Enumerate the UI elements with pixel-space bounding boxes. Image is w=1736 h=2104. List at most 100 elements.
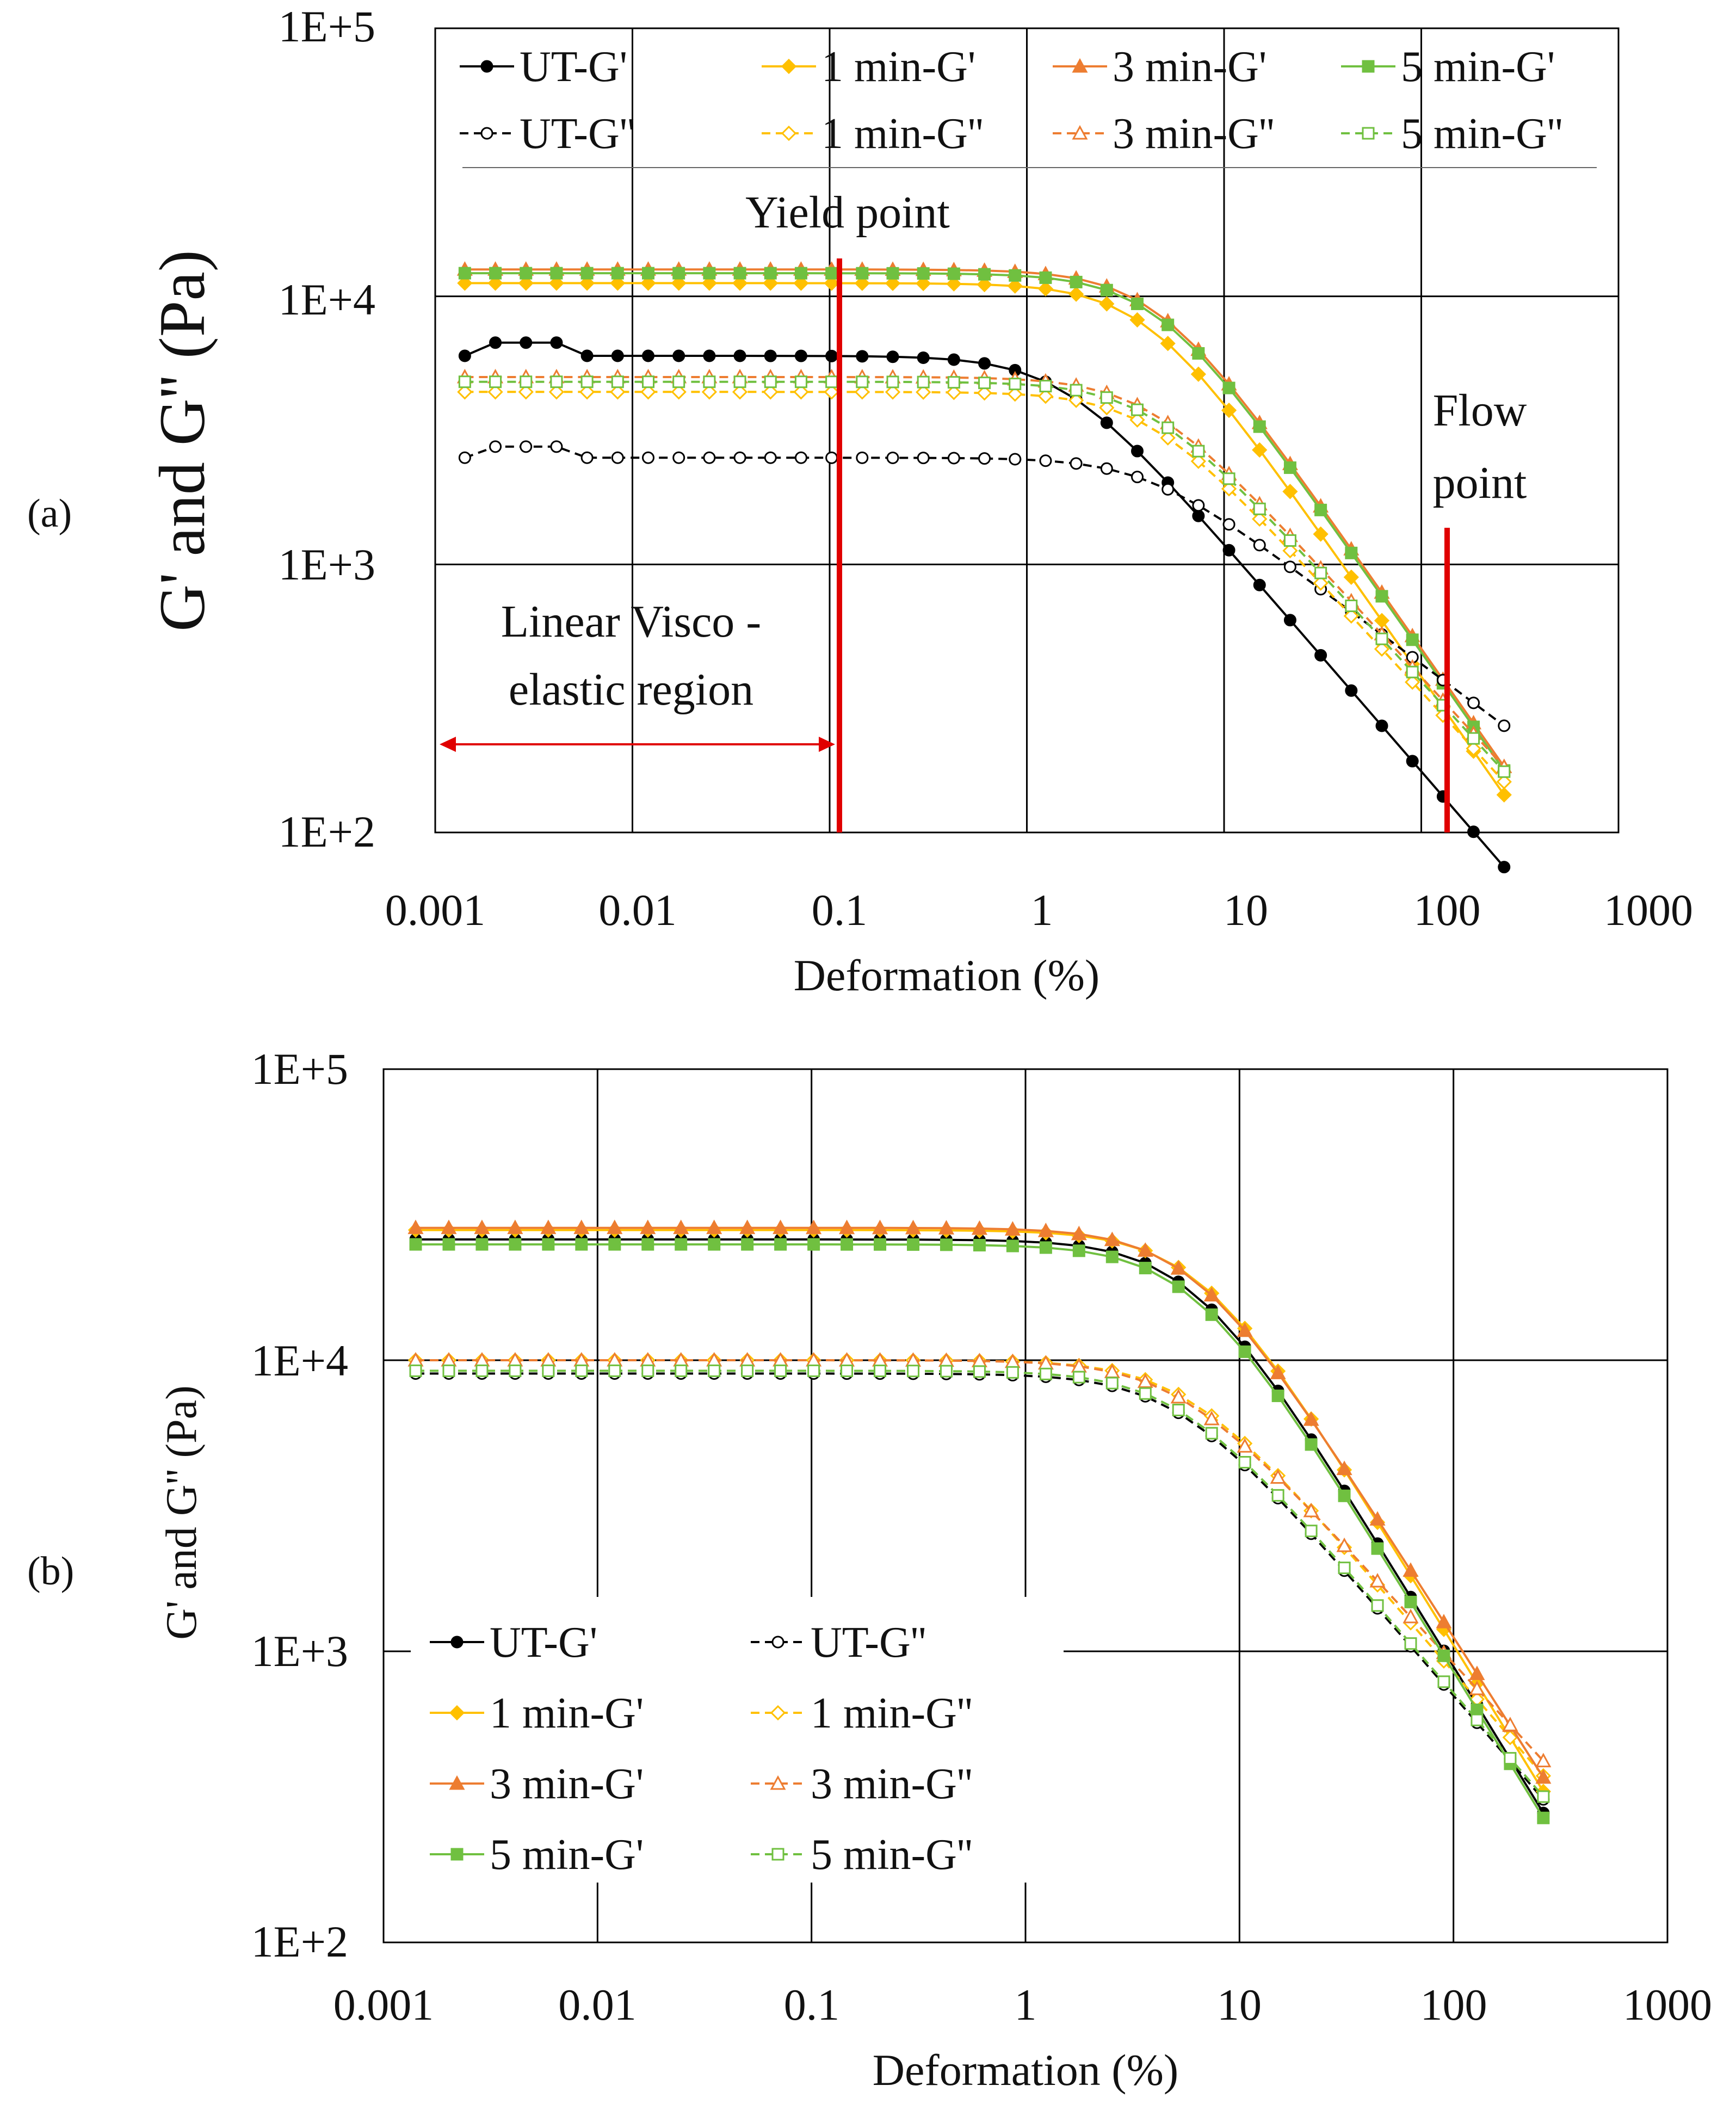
legend-a-1-min-g-gpp-marker <box>781 125 797 141</box>
series-a-1-min-g-gp-point-3 <box>548 275 565 291</box>
series-a-5-min-g-gp-point-1 <box>489 267 502 280</box>
series-a-ut-g-gpp-point-33 <box>1467 696 1480 709</box>
series-a-1-min-g-gp-point-7 <box>671 275 687 291</box>
series-a-ut-g-gp-point-4 <box>580 349 594 362</box>
legend-a-5-min-g-gp: 5 min-G' <box>1341 43 1555 91</box>
series-b-5-min-g-gpp-point-34 <box>1537 1790 1550 1803</box>
ylabel-a: G' and G'' (Pa) <box>146 250 218 631</box>
series-b-3-min-g-gp-point-21 <box>1104 1231 1120 1247</box>
series-a-5-min-g-gp-point-23 <box>1162 318 1175 331</box>
legend-a-ut-g-gpp-marker <box>480 127 493 140</box>
series-a-ut-g-gpp-point-1 <box>489 440 502 453</box>
series-a-1-min-g-gpp-point-30 <box>1374 641 1390 657</box>
series-b-5-min-g-gpp-point-33 <box>1504 1752 1517 1765</box>
series-a-1-min-g-gpp-point-22 <box>1129 412 1145 428</box>
series-b-5-min-g-gpp-point-18 <box>1006 1366 1019 1379</box>
series-b-3-min-g-gpp-point-22 <box>1137 1373 1153 1388</box>
series-b-5-min-g-gp-point-1 <box>442 1238 455 1251</box>
series-a-1-min-g-gpp-point-2 <box>518 384 534 400</box>
series-a-5-min-g-gpp-point-6 <box>642 375 654 388</box>
series-b-5-min-g-gp-point-14 <box>874 1238 887 1251</box>
xtick-b-01: 0.1 <box>784 1980 840 2029</box>
series-a-ut-g-gp <box>458 336 1511 874</box>
series-a-5-min-g-gpp-point-25 <box>1222 472 1235 485</box>
series-a-5-min-g-gpp-point-16 <box>947 376 960 389</box>
series-b-3-min-g-gp-point-31 <box>1436 1614 1452 1628</box>
xtick-a-01: 0.1 <box>812 885 868 935</box>
series-b-5-min-g-gpp-point-32 <box>1471 1713 1484 1726</box>
series-b-5-min-g-gp-point-9 <box>708 1238 721 1251</box>
xtick-b-001: 0.01 <box>558 1980 637 2029</box>
ytick-a-1e4: 1E+4 <box>279 275 375 324</box>
series-a-5-min-g-gp-point-24 <box>1192 347 1205 360</box>
series-b-5-min-g-gpp-point-25 <box>1238 1455 1251 1469</box>
series-a-1-min-g-gp-point-2 <box>518 275 534 291</box>
panel-b: (b) G' and G'' (Pa) 1E+5 1E+4 1E+3 1E+2 … <box>27 1044 1712 2095</box>
legend-b-1-min-g-gpp-label: 1 min-G'' <box>811 1689 973 1737</box>
legend-b-ut-g-gpp-label: UT-G'' <box>811 1619 926 1667</box>
series-a-ut-g-gp-point-31 <box>1406 755 1419 768</box>
series-b-5-min-g-gpp-point-8 <box>675 1364 688 1377</box>
series-b-5-min-g-gpp-point-6 <box>608 1364 621 1377</box>
series-a-ut-g-gp-point-24 <box>1192 509 1205 522</box>
series-b-3-min-g-gpp-point-34 <box>1535 1753 1552 1768</box>
legend-a-ut-g-gpp-label: UT-G'' <box>520 110 635 158</box>
series-b-3-min-g-gp-point-0 <box>407 1219 424 1235</box>
series-a-ut-g-gp-point-15 <box>917 351 930 364</box>
series-b-5-min-g-gp-point-12 <box>807 1238 820 1251</box>
ylabel-b: G' and G'' (Pa) <box>158 1385 206 1640</box>
series-b-3-min-g-gp-point-26 <box>1270 1365 1286 1379</box>
legend-a-ut-g-gpp: UT-G'' <box>460 110 635 158</box>
series-a-ut-g-gpp-point-12 <box>825 451 838 464</box>
series-b-5-min-g-gpp-point-23 <box>1172 1404 1185 1417</box>
xtick-b-1000: 1000 <box>1623 1980 1712 2029</box>
series-a-ut-g-gp-point-2 <box>520 336 533 349</box>
series-a-5-min-g-gpp-line <box>465 380 1505 773</box>
series-a-1-min-g-gpp-point-24 <box>1190 453 1207 469</box>
ytick-labels-b: 1E+5 1E+4 1E+3 1E+2 <box>251 1044 348 1966</box>
series-a-5-min-g-gpp-point-4 <box>580 375 594 388</box>
series-b-3-min-g-gpp-point-24 <box>1203 1410 1220 1426</box>
series-a-5-min-g-gp-point-31 <box>1406 633 1419 646</box>
series-a-1-min-g-gp-point-16 <box>946 276 962 292</box>
series-a-1-min-g-gpp-point-20 <box>1068 392 1084 408</box>
series-a-5-min-g-gpp-point-8 <box>703 375 716 388</box>
series-b-5-min-g-gpp-point-9 <box>708 1364 721 1377</box>
series-b-3-min-g-gp-point-28 <box>1336 1460 1352 1476</box>
series-a-5-min-g-gp-point-27 <box>1283 461 1296 474</box>
legend-b-3-min-g-gpp-label: 3 min-G'' <box>811 1760 973 1808</box>
series-b-5-min-g-gpp-point-20 <box>1072 1371 1085 1384</box>
series-b-5-min-g-gp-point-27 <box>1305 1438 1318 1451</box>
series-a-ut-g-gp-point-9 <box>733 349 746 362</box>
series-b-3-min-g-gp-point-30 <box>1403 1562 1419 1577</box>
series-b-3-min-g-gp-point-16 <box>938 1220 954 1235</box>
series-a-1-min-g-gp-point-12 <box>824 275 839 291</box>
series-a-ut-g-gp-point-11 <box>794 349 807 362</box>
series-b-3-min-g-gp-point-3 <box>507 1219 523 1235</box>
series-a-5-min-g-gpp-point-34 <box>1498 765 1511 778</box>
series-b-3-min-g-gpp-point-26 <box>1270 1469 1286 1484</box>
series-b-5-min-g-gpp-point-28 <box>1338 1562 1351 1575</box>
series-b-3-min-g-gp-point-22 <box>1137 1242 1153 1257</box>
legend-a-5-min-g-gp-marker <box>1362 60 1375 73</box>
series-a-1-min-g-gpp-point-27 <box>1282 542 1298 559</box>
series-a-ut-g-gp-point-3 <box>550 336 563 349</box>
lve-label-1: Linear Visco - <box>501 596 762 647</box>
legend-a-3-min-g-gpp-marker <box>1072 125 1088 140</box>
series-a-5-min-g-gp-point-5 <box>611 267 624 280</box>
series-a-ut-g-gpp-point-6 <box>642 451 654 464</box>
series-a-ut-g-gpp-point-34 <box>1498 719 1511 732</box>
series-b-5-min-g-gpp-point-13 <box>841 1364 854 1377</box>
series-b-5-min-g-gpp-point-26 <box>1271 1489 1284 1502</box>
series-a-ut-g-gpp-point-5 <box>611 451 624 464</box>
series-a-1-min-g-gp-point-23 <box>1160 336 1176 351</box>
series-a-5-min-g-gpp-point-17 <box>978 377 991 390</box>
legend-b-3-min-g-gpp: 3 min-G'' <box>751 1760 973 1808</box>
series-a-1-min-g-gpp-point-13 <box>854 384 870 400</box>
series-a-ut-g-gp-point-14 <box>886 350 899 363</box>
series-b-5-min-g-gpp-point-24 <box>1205 1427 1218 1440</box>
series-b-5-min-g-gpp-line <box>416 1369 1545 1798</box>
series-a-1-min-g-gpp-point-28 <box>1313 575 1329 591</box>
series-a-5-min-g-gpp-point-30 <box>1375 632 1388 645</box>
series-a-1-min-g-gpp-point-12 <box>824 384 839 400</box>
